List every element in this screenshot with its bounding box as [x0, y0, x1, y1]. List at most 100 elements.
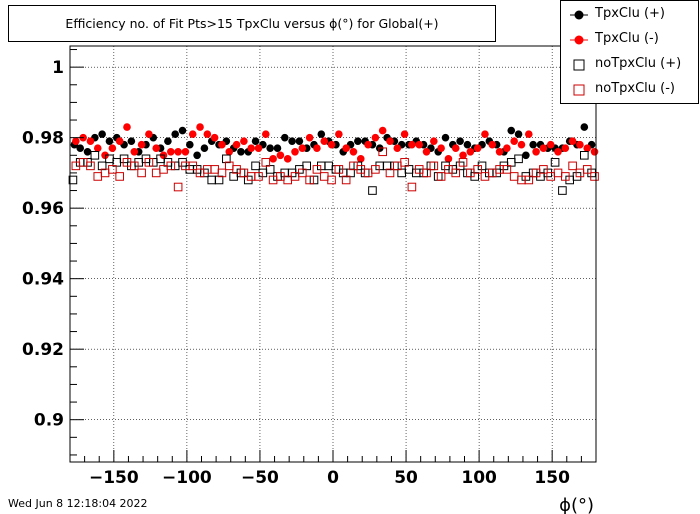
data-point [266, 144, 274, 153]
data-point [506, 158, 516, 167]
data-point [437, 144, 445, 153]
data-point [532, 147, 540, 156]
data-point [422, 147, 431, 156]
footer-date: Wed Jun 8 12:18:04 2022 [8, 497, 148, 510]
data-point [280, 133, 289, 142]
data-point [283, 155, 292, 163]
series-layer [68, 123, 599, 195]
data-point [152, 144, 161, 153]
legend-symbol [573, 59, 585, 71]
x-tick-label: 50 [394, 468, 418, 488]
x-axis-label: ϕ(°) [559, 495, 594, 514]
data-point [522, 151, 530, 160]
legend-marker [573, 59, 585, 71]
grid-layer [70, 46, 596, 462]
data-point [422, 168, 431, 178]
data-point [561, 144, 570, 153]
data-point [265, 165, 275, 174]
data-point [166, 161, 176, 171]
legend: TpxClu (+) TpxClu (-) noTpxClu (+) noTpxClu… [560, 0, 699, 104]
data-point [72, 137, 80, 145]
data-point [210, 165, 219, 174]
data-point [129, 161, 139, 171]
data-point [507, 126, 516, 135]
data-point [167, 147, 175, 156]
data-point [247, 144, 255, 153]
data-point [224, 161, 234, 171]
data-point [144, 158, 154, 167]
data-point [193, 151, 201, 160]
data-point [463, 168, 472, 178]
data-point [430, 137, 438, 145]
data-point [561, 172, 570, 181]
data-point [327, 140, 336, 149]
legend-symbol [573, 84, 585, 96]
data-point [173, 182, 183, 192]
data-point [386, 137, 394, 145]
data-point [283, 175, 293, 185]
data-point [503, 144, 511, 153]
y-tick-label: 0.96 [22, 199, 64, 219]
data-point [291, 147, 299, 156]
data-point [441, 133, 450, 142]
data-point [225, 147, 234, 156]
data-point [93, 144, 102, 153]
legend-symbol [574, 35, 584, 45]
data-point [568, 161, 577, 171]
data-point [83, 147, 92, 156]
legend-label: noTpxClu (-) [595, 81, 675, 96]
series-1 [72, 123, 599, 163]
data-point [115, 137, 124, 145]
data-point [392, 161, 402, 171]
data-point [514, 130, 523, 138]
legend-label: TpxClu (-) [595, 31, 659, 46]
data-point [164, 137, 172, 145]
data-point [232, 140, 241, 149]
data-point [214, 175, 224, 185]
data-point [148, 158, 158, 167]
axis-layer: −150 −100 −50 0 50 100 150 0.9 0.92 0.94 0.96 0.98 1… [22, 45, 597, 514]
data-point [429, 161, 439, 171]
data-point [390, 161, 399, 171]
data-point [320, 137, 329, 145]
data-point [78, 158, 88, 167]
data-point [151, 168, 161, 178]
data-point [576, 140, 584, 149]
data-point [86, 137, 95, 145]
data-point [463, 140, 472, 149]
data-point [335, 130, 343, 138]
data-point [349, 161, 358, 171]
data-point [407, 182, 417, 192]
data-point [356, 155, 365, 163]
data-point [222, 154, 231, 164]
data-point [298, 168, 307, 178]
data-point [580, 150, 589, 160]
data-point [210, 133, 219, 142]
data-point [436, 172, 446, 181]
data-point [554, 147, 562, 156]
data-point [433, 172, 443, 181]
legend-marker [570, 35, 588, 45]
data-point [341, 175, 351, 185]
data-point [568, 137, 577, 145]
data-point [251, 137, 260, 145]
y-tick-label: 0.92 [22, 340, 64, 360]
data-point [488, 140, 497, 149]
data-point [459, 151, 467, 160]
data-point [137, 168, 146, 178]
data-point [539, 165, 548, 174]
data-point [458, 158, 468, 167]
data-point [123, 123, 131, 131]
data-point [393, 144, 402, 153]
data-point [546, 140, 555, 149]
data-point [261, 158, 271, 167]
data-point [312, 165, 322, 174]
data-point [524, 175, 534, 185]
data-point [590, 147, 599, 156]
data-point [473, 165, 482, 174]
data-point [101, 151, 109, 160]
data-point [502, 165, 512, 174]
y-tick-label: 1 [52, 58, 64, 78]
data-point [317, 130, 326, 138]
data-point [97, 161, 107, 171]
